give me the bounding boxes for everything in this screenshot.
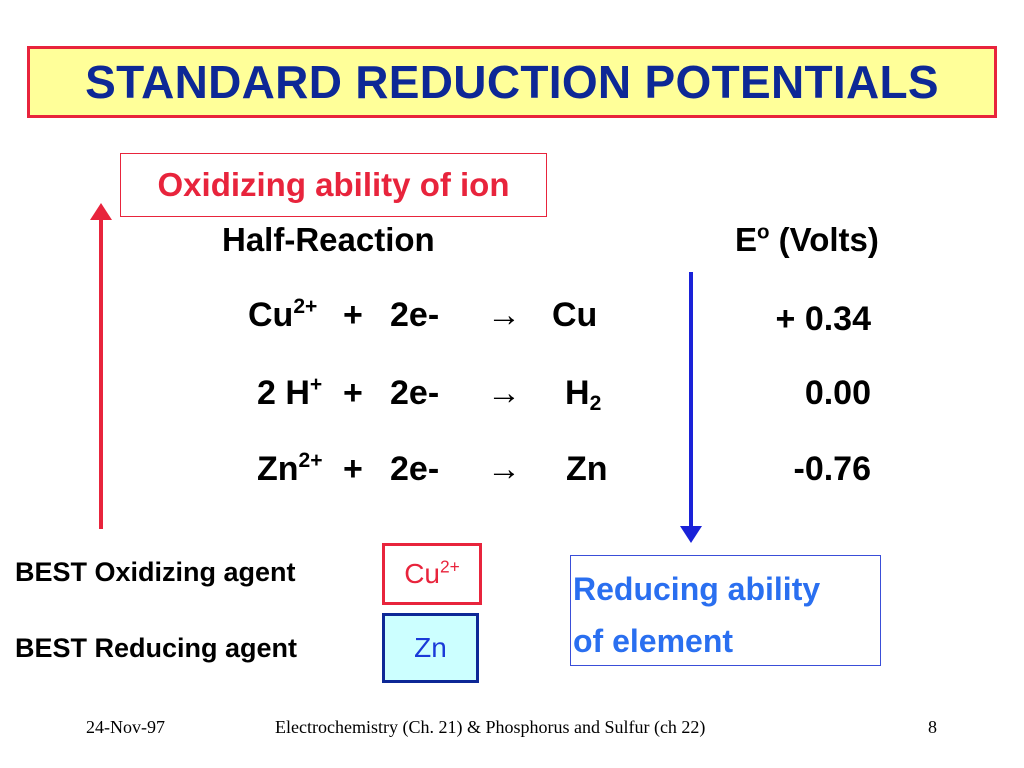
reaction-row-3: Zn2+ bbox=[257, 450, 323, 489]
reactant: Zn bbox=[257, 450, 299, 488]
reaction-row-2: 2 H+ bbox=[257, 374, 322, 413]
potential-header: Eo (Volts) bbox=[735, 221, 879, 259]
product-symbol: H bbox=[565, 374, 590, 412]
plus-sign: + bbox=[343, 374, 363, 412]
reactant-charge: 2+ bbox=[293, 294, 318, 318]
best-reducing-box: Zn bbox=[382, 613, 479, 683]
best-oxidizing-symbol: Cu bbox=[404, 558, 440, 589]
red-up-arrow-icon bbox=[90, 203, 112, 529]
title-box: STANDARD REDUCTION POTENTIALS bbox=[27, 46, 997, 118]
best-oxidizing-label: BEST Oxidizing agent bbox=[15, 557, 296, 587]
page-title: STANDARD REDUCTION POTENTIALS bbox=[85, 56, 939, 108]
reactant-charge: 2+ bbox=[298, 448, 323, 472]
footer-date: 24-Nov-97 bbox=[86, 717, 165, 737]
best-oxidizing-charge: 2+ bbox=[440, 556, 460, 577]
product: Zn bbox=[566, 450, 608, 489]
electrons: 2e- bbox=[390, 374, 440, 412]
half-reaction-header: Half-Reaction bbox=[222, 221, 435, 258]
potential-unit: (Volts) bbox=[778, 221, 879, 258]
best-reducing-value: Zn bbox=[414, 632, 447, 663]
oxidizing-ability-box: Oxidizing ability of ion bbox=[120, 153, 547, 217]
best-reducing-label: BEST Reducing agent bbox=[15, 633, 298, 663]
potential-value-2: 0.00 bbox=[804, 374, 871, 412]
best-oxidizing-value: Cu2+ bbox=[404, 558, 460, 590]
footer-page-number: 8 bbox=[928, 717, 937, 737]
reaction-arrow-icon: → bbox=[487, 296, 521, 334]
reducing-ability-box: Reducing ability of element bbox=[570, 555, 881, 666]
plus-sign: + bbox=[343, 450, 363, 488]
electrons: 2e- bbox=[390, 296, 440, 334]
product: H2 bbox=[565, 374, 602, 415]
best-oxidizing-box: Cu2+ bbox=[382, 543, 482, 605]
potential-symbol: E bbox=[735, 221, 758, 258]
plus-sign: + bbox=[343, 296, 363, 334]
product: Cu bbox=[552, 296, 597, 335]
product-symbol: Cu bbox=[552, 296, 598, 334]
reactant: Cu bbox=[248, 296, 294, 334]
reactant: 2 H bbox=[257, 374, 310, 412]
potential-value-1: + 0.34 bbox=[775, 300, 871, 338]
blue-down-arrow-icon bbox=[680, 272, 702, 543]
reducing-ability-line-2: of element bbox=[573, 623, 734, 659]
footer-course: Electrochemistry (Ch. 21) & Phosphorus a… bbox=[275, 717, 706, 737]
reducing-ability-line-1: Reducing ability bbox=[573, 571, 821, 607]
potential-value-3: -0.76 bbox=[793, 450, 872, 488]
reaction-row-1: Cu2+ bbox=[248, 296, 317, 335]
potential-superscript: o bbox=[757, 220, 770, 244]
reaction-arrow-icon: → bbox=[487, 450, 521, 488]
reaction-arrow-icon: → bbox=[487, 374, 521, 412]
product-symbol: Zn bbox=[566, 450, 608, 488]
reactant-charge: + bbox=[309, 372, 323, 396]
electrons: 2e- bbox=[390, 450, 440, 488]
product-subscript: 2 bbox=[589, 391, 602, 415]
oxidizing-ability-label: Oxidizing ability of ion bbox=[157, 166, 510, 203]
